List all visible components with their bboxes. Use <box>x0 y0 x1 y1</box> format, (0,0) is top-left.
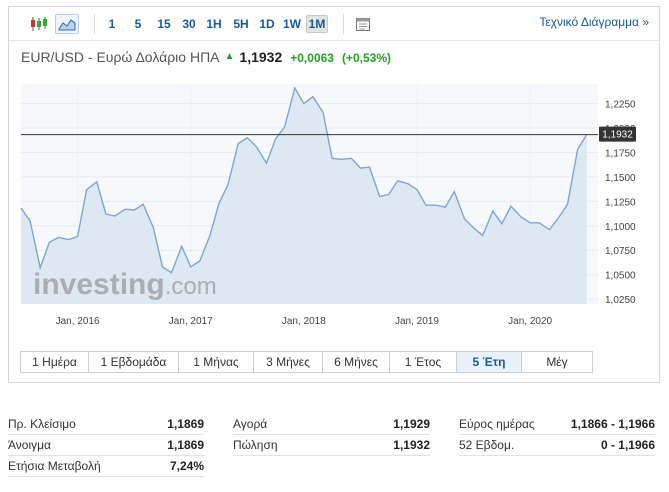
y-tick-label: 1,1250 <box>605 197 636 208</box>
stat-label: Ετήσια Μεταβολή <box>8 459 101 473</box>
range-button[interactable]: 6 Μήνες <box>323 352 390 372</box>
range-button[interactable]: 1 Εβδομάδα <box>89 352 179 372</box>
area-chart-icon[interactable] <box>55 14 79 34</box>
timeframe-1h-button[interactable]: 1H <box>206 17 222 31</box>
timeframe-5-button[interactable]: 5 <box>134 17 142 31</box>
y-tick-label: 1,0250 <box>605 295 636 306</box>
stat-label: Άνοιγμα <box>8 438 51 452</box>
timeframe-1-button[interactable]: 1 <box>108 17 116 31</box>
stat-divider <box>233 434 430 435</box>
range-button[interactable]: 3 Μήνες <box>254 352 323 372</box>
stat-value: 1,1869 <box>167 417 204 431</box>
range-button[interactable]: 1 Μήνας <box>179 352 254 372</box>
price-change-percent: (+0,53%) <box>341 51 391 65</box>
range-button[interactable]: Μέγ <box>522 352 592 372</box>
stat-divider <box>8 434 204 435</box>
stat-divider <box>459 455 655 456</box>
chart-widget: 1 5 15 30 1H 5H 1D 1W 1M Τεχνικό Διάγραμμα » EUR… <box>8 6 660 383</box>
y-tick-label: 1,1500 <box>605 173 636 184</box>
range-selector: 1 Ημέρα 1 Εβδομάδα 1 Μήνας 3 Μήνες 6 Μήνες 1 … <box>20 351 593 373</box>
last-price: 1,1932 <box>239 49 283 65</box>
y-tick-label: 1,1000 <box>605 222 636 233</box>
stat-label: Πώληση <box>233 438 278 452</box>
price-area <box>21 87 587 305</box>
stat-label: Εύρος ημέρας <box>459 417 535 431</box>
calendar-icon[interactable] <box>355 16 371 32</box>
quote-header: EUR/USD - Ευρώ Δολάριο ΗΠΑ ▲ 1,1932 +0,0… <box>21 49 391 69</box>
current-price-tag <box>599 126 636 142</box>
price-line <box>20 86 588 274</box>
stat-divider <box>459 434 655 435</box>
stat-label: 52 Εβδομ. <box>459 438 515 452</box>
candlestick-icon[interactable] <box>29 14 49 34</box>
range-button[interactable]: 5 Έτη <box>457 352 522 372</box>
y-tick-label: 1,0500 <box>605 271 636 282</box>
timeframe-5h-button[interactable]: 5H <box>233 17 249 31</box>
investing-watermark-logo: investing.com <box>33 268 217 301</box>
stat-divider <box>8 455 204 456</box>
toolbar-divider <box>94 14 95 34</box>
x-tick-label: Jan, 2020 <box>508 316 552 327</box>
timeframe-15-button[interactable]: 15 <box>157 17 171 31</box>
technical-chart-link[interactable]: Τεχνικό Διάγραμμα » <box>539 15 649 29</box>
stat-label: Πρ. Κλείσιμο <box>8 417 76 431</box>
stat-value: 1,1866 - 1,1966 <box>570 417 655 431</box>
x-tick-label: Jan, 2016 <box>56 316 100 327</box>
x-tick-label: Jan, 2017 <box>169 316 213 327</box>
instrument-name: EUR/USD - Ευρώ Δολάριο ΗΠΑ <box>21 49 220 65</box>
y-tick-label: 1,2250 <box>605 100 636 111</box>
stat-divider <box>8 476 204 477</box>
x-tick-label: Jan, 2018 <box>282 316 326 327</box>
y-tick-label: 1,1750 <box>605 148 636 159</box>
stat-divider <box>233 455 430 456</box>
timeframe-30-button[interactable]: 30 <box>182 17 196 31</box>
range-button[interactable]: 1 Ημέρα <box>21 352 89 372</box>
timeframe-1m-button[interactable]: 1M <box>306 15 328 33</box>
y-tick-label: 1,0750 <box>605 246 636 257</box>
price-change: +0,0063 <box>290 51 334 65</box>
stat-value: 1,1932 <box>393 438 430 452</box>
price-chart[interactable]: 1,0250 1,0500 1,0750 1,1000 1,1250 1,1500 1,17… <box>18 76 653 336</box>
up-arrow-icon: ▲ <box>224 51 235 62</box>
timeframe-1d-button[interactable]: 1D <box>259 17 275 31</box>
chart-toolbar: 1 5 15 30 1H 5H 1D 1W 1M Τεχνικό Διάγραμμα » <box>9 7 659 41</box>
stat-value: 1,1869 <box>167 438 204 452</box>
range-button[interactable]: 1 Έτος <box>390 352 457 372</box>
current-price-label: 1,1932 <box>602 130 633 141</box>
x-tick-label: Jan, 2019 <box>395 316 439 327</box>
stat-value: 1,1929 <box>393 417 430 431</box>
stat-value: 7,24% <box>169 459 204 473</box>
timeframe-1w-button[interactable]: 1W <box>283 17 301 31</box>
stat-value: 0 - 1,1966 <box>600 438 655 452</box>
stat-label: Αγορά <box>233 417 268 431</box>
toolbar-divider <box>343 14 344 34</box>
